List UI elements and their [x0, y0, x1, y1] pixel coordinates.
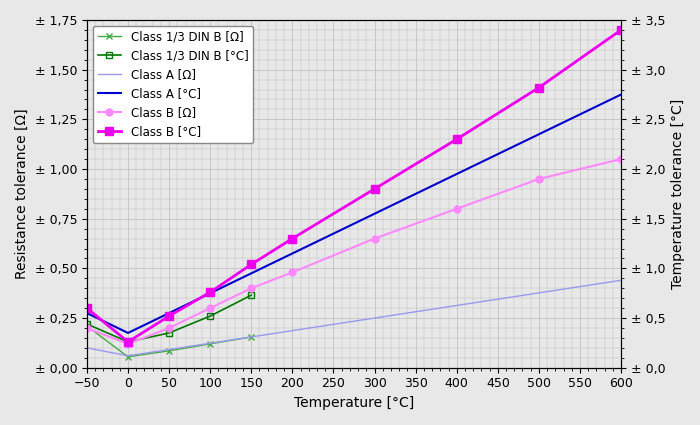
- Class B [°C]: [247, 262, 256, 267]
- Class 1/3 DIN B [°C]: [124, 339, 132, 344]
- Class B [°C]: [83, 306, 91, 311]
- Class B [°C]: [452, 137, 461, 142]
- Y-axis label: Temperature tolerance [°C]: Temperature tolerance [°C]: [671, 99, 685, 289]
- Class 1/3 DIN B [Ω]: [165, 348, 174, 353]
- Class A [°C]: [124, 330, 132, 335]
- X-axis label: Temperature [°C]: Temperature [°C]: [294, 396, 414, 410]
- Line: Class B [°C]: Class B [°C]: [83, 26, 625, 346]
- Class B [°C]: [288, 236, 297, 241]
- Line: Class 1/3 DIN B [°C]: Class 1/3 DIN B [°C]: [83, 292, 255, 346]
- Class 1/3 DIN B [Ω]: [247, 334, 256, 340]
- Class A [Ω]: [617, 278, 625, 283]
- Class B [Ω]: [124, 341, 132, 346]
- Class A [°C]: [617, 92, 625, 97]
- Class B [Ω]: [83, 326, 91, 331]
- Class B [Ω]: [288, 270, 297, 275]
- Line: Class 1/3 DIN B [Ω]: Class 1/3 DIN B [Ω]: [83, 323, 255, 360]
- Class A [Ω]: [124, 353, 132, 358]
- Class B [°C]: [617, 27, 625, 32]
- Class B [Ω]: [452, 206, 461, 211]
- Class 1/3 DIN B [°C]: [247, 293, 256, 298]
- Class A [°C]: [83, 311, 91, 316]
- Y-axis label: Resistance tolerance [Ω]: Resistance tolerance [Ω]: [15, 108, 29, 279]
- Class 1/3 DIN B [°C]: [83, 321, 91, 326]
- Class B [°C]: [370, 186, 379, 191]
- Class B [Ω]: [165, 326, 174, 331]
- Class B [°C]: [535, 85, 543, 90]
- Class B [Ω]: [535, 176, 543, 181]
- Class B [°C]: [165, 314, 174, 319]
- Class B [Ω]: [617, 156, 625, 162]
- Class 1/3 DIN B [Ω]: [124, 354, 132, 360]
- Class A [Ω]: [83, 345, 91, 350]
- Class 1/3 DIN B [Ω]: [83, 323, 91, 329]
- Line: Class A [°C]: Class A [°C]: [87, 94, 621, 333]
- Class B [Ω]: [370, 236, 379, 241]
- Class 1/3 DIN B [°C]: [165, 330, 174, 335]
- Class 1/3 DIN B [°C]: [206, 314, 214, 319]
- Legend: Class 1/3 DIN B [Ω], Class 1/3 DIN B [°C], Class A [Ω], Class A [°C], Class B [Ω: Class 1/3 DIN B [Ω], Class 1/3 DIN B [°C…: [93, 26, 253, 143]
- Class B [Ω]: [206, 306, 214, 311]
- Class 1/3 DIN B [Ω]: [206, 341, 214, 346]
- Line: Class B [Ω]: Class B [Ω]: [83, 156, 624, 347]
- Class B [°C]: [124, 339, 132, 344]
- Line: Class A [Ω]: Class A [Ω]: [87, 280, 621, 356]
- Class B [Ω]: [247, 286, 256, 291]
- Class B [°C]: [206, 290, 214, 295]
